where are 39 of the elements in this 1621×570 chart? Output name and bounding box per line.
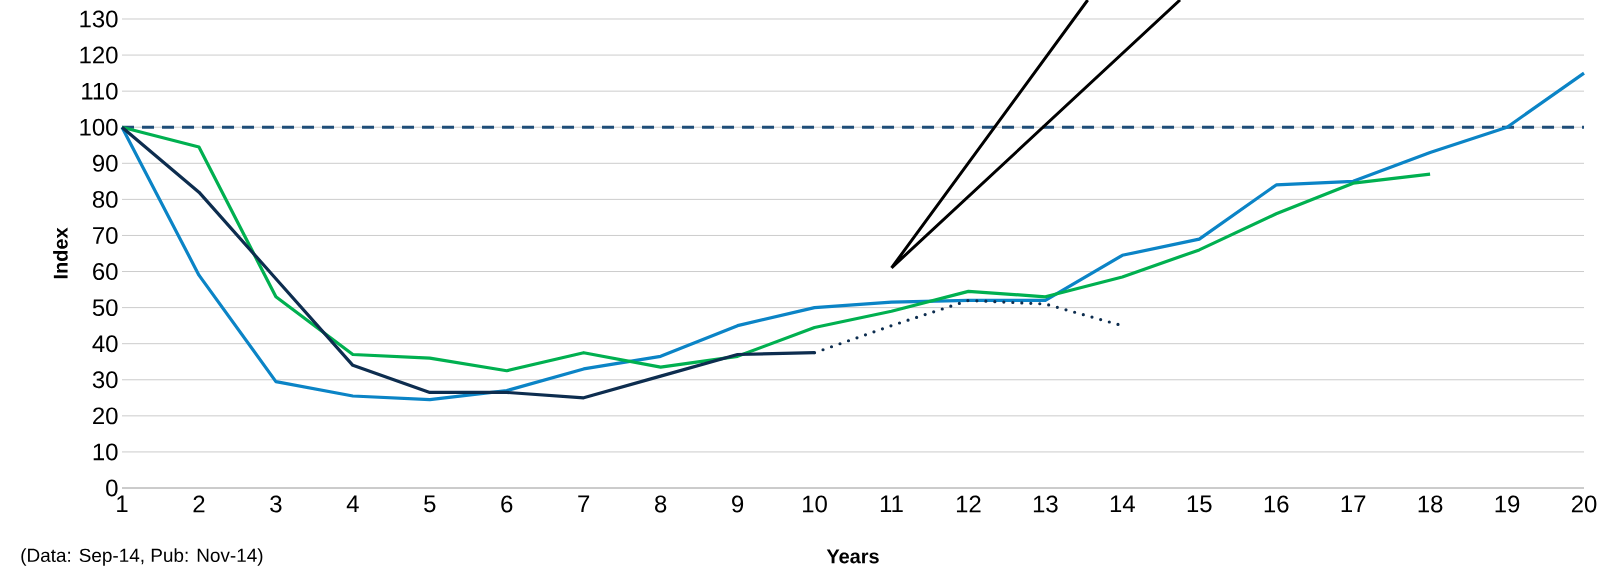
y-tick-label: 20 — [93, 407, 118, 425]
y-tick-label: 100 — [80, 118, 118, 136]
x-tick-label: 20 — [1571, 495, 1597, 513]
x-tick-label: 13 — [1033, 495, 1058, 513]
x-tick-label: 19 — [1495, 495, 1520, 513]
y-tick-label: 110 — [82, 82, 118, 100]
x-tick-label: 5 — [424, 495, 436, 513]
x-tick-label: 4 — [346, 495, 359, 512]
y-tick-label: 70 — [93, 227, 118, 244]
y-tick-label: 80 — [92, 190, 118, 208]
x-tick-label: 11 — [880, 495, 903, 512]
line-series — [120, 125, 1432, 373]
y-tick-label: 30 — [92, 371, 118, 389]
y-tick-label: 90 — [93, 154, 118, 172]
y-tick-label: 130 — [80, 10, 118, 28]
y-axis-title: Index — [53, 227, 68, 279]
y-tick-label: 60 — [93, 263, 118, 280]
x-tick-label: 14 — [1110, 495, 1135, 512]
y-tick-label: 50 — [92, 299, 118, 317]
x-tick-label: 2 — [193, 495, 205, 513]
y-tick-label: 120 — [80, 46, 118, 64]
y-tick-label: 40 — [92, 335, 118, 353]
x-tick-label: 12 — [956, 495, 981, 513]
x-tick-label: 17 — [1341, 495, 1366, 512]
x-tick-label: 18 — [1418, 495, 1443, 513]
x-tick-label: 8 — [655, 495, 667, 513]
y-tick-label: 10 — [93, 443, 118, 461]
x-tick-label: 1 — [117, 495, 128, 512]
x-tick-label: 7 — [578, 495, 590, 512]
x-tick-label: 10 — [803, 495, 827, 513]
y-tick-label: 0 — [106, 479, 118, 497]
x-axis-title: Years — [826, 549, 879, 564]
x-tick-label: 3 — [270, 495, 282, 513]
x-tick-label: 9 — [732, 495, 744, 513]
text: (Data: Sep-14, Pub: Nov-14) — [21, 548, 263, 566]
x-tick-label: 15 — [1187, 495, 1212, 513]
x-tick-label: 6 — [501, 495, 513, 513]
line-series — [120, 71, 1586, 402]
x-tick-label: 16 — [1264, 495, 1289, 513]
